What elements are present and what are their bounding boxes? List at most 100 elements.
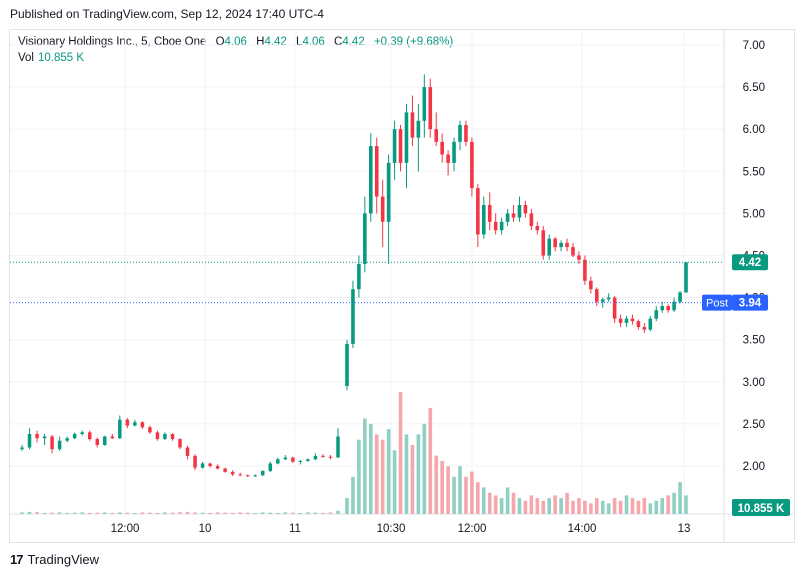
candle-body [110, 436, 115, 439]
candle-body [618, 318, 623, 323]
y-tick-label: 3.00 [743, 377, 765, 389]
candle-body [42, 436, 47, 439]
last-price-label: 4.42 [739, 257, 761, 269]
candle-body [223, 468, 227, 472]
candle-body [493, 221, 498, 231]
candle-body [357, 263, 361, 290]
brand-name[interactable]: TradingView [27, 552, 100, 567]
candle-body [660, 306, 665, 311]
volume-bar [600, 500, 605, 514]
volume-bar [110, 512, 115, 514]
candle-body [148, 427, 152, 433]
volume-bar [583, 500, 587, 514]
candle-body [253, 475, 257, 477]
volume-label: Vol [18, 52, 34, 64]
candle-body [328, 456, 333, 458]
candle-body [65, 438, 69, 441]
y-tick-label: 6.50 [743, 82, 765, 94]
candle-body [103, 436, 107, 445]
grid-lines [10, 30, 795, 543]
volume-bar [313, 512, 318, 514]
y-tick-label: 5.50 [743, 166, 765, 178]
volume-bar [283, 512, 288, 514]
volume-bar [200, 512, 205, 514]
candle-body [155, 432, 160, 440]
volume-bar [678, 482, 682, 514]
volume-bar [163, 512, 167, 514]
candle-body [416, 120, 421, 138]
volume-bar [476, 482, 480, 514]
volume-bar [215, 512, 220, 514]
volume-bar [434, 455, 439, 514]
volume-bar [547, 498, 552, 514]
volume-bar [404, 434, 409, 514]
candle-body [470, 141, 474, 189]
volume-legend: Vol 10.855 K [18, 52, 84, 64]
volume-bar [238, 512, 242, 514]
volume-bar [458, 466, 462, 514]
candle-body [306, 459, 310, 461]
volume-bar [392, 450, 397, 514]
volume-bar [178, 512, 182, 514]
published-caption: Published on TradingView.com, Sep 12, 20… [10, 7, 324, 21]
open-label: O [215, 36, 225, 48]
volume-bar [666, 495, 670, 514]
candle-body [589, 280, 593, 290]
volume-bar [565, 492, 569, 514]
candle-body [193, 455, 197, 468]
volume-bar [493, 495, 498, 514]
volume-bar [155, 512, 160, 514]
candle-body [291, 457, 295, 462]
candle-body [458, 124, 462, 142]
candle-body [630, 318, 635, 322]
volume-bar [487, 492, 492, 514]
volume-bar [345, 498, 349, 514]
tradingview-logo-icon: 17 [10, 552, 24, 567]
candle-body [178, 439, 182, 448]
volume-bar [80, 512, 84, 514]
volume-bar [577, 498, 581, 514]
volume-bar [72, 512, 77, 514]
volume-bar [422, 423, 427, 514]
volume-bar [42, 512, 47, 514]
volume-bar [50, 512, 54, 514]
candle-body [27, 434, 32, 448]
volume-bar [654, 500, 659, 514]
volume-bar [20, 512, 24, 514]
candle-body [118, 419, 122, 439]
candle-body [642, 327, 647, 330]
volume-bar [416, 434, 421, 514]
candle-body [283, 457, 288, 460]
volume-tag-label: 10.855 K [738, 503, 785, 515]
candle-body [336, 436, 340, 458]
volume-bar [276, 512, 280, 514]
volume-bar [624, 495, 629, 514]
x-tick-label: 13 [678, 523, 691, 535]
volume-bar [606, 503, 611, 514]
volume-bar [452, 476, 456, 514]
candle-body [666, 306, 670, 311]
y-tick-label: 6.00 [743, 124, 765, 136]
candle-body [511, 213, 516, 218]
candle-body [612, 297, 617, 319]
volume-bar [428, 407, 433, 514]
candle-body [481, 204, 486, 235]
low-label: L [296, 36, 303, 48]
candle-body [517, 204, 522, 218]
candle-body [351, 289, 355, 344]
candle-body [678, 292, 682, 302]
volume-bar [261, 512, 265, 514]
volume-value: 10.855 K [38, 52, 85, 64]
candle-body [238, 474, 242, 476]
candle-body [452, 141, 456, 163]
candle-body [464, 124, 468, 142]
candle-body [170, 434, 175, 440]
volume-bar [618, 500, 623, 514]
volume-bar [223, 512, 227, 514]
candle-body [363, 213, 367, 264]
volume-bar [306, 512, 310, 514]
volume-bar [505, 487, 510, 514]
candle-body [410, 112, 415, 138]
candle-body [446, 154, 450, 163]
